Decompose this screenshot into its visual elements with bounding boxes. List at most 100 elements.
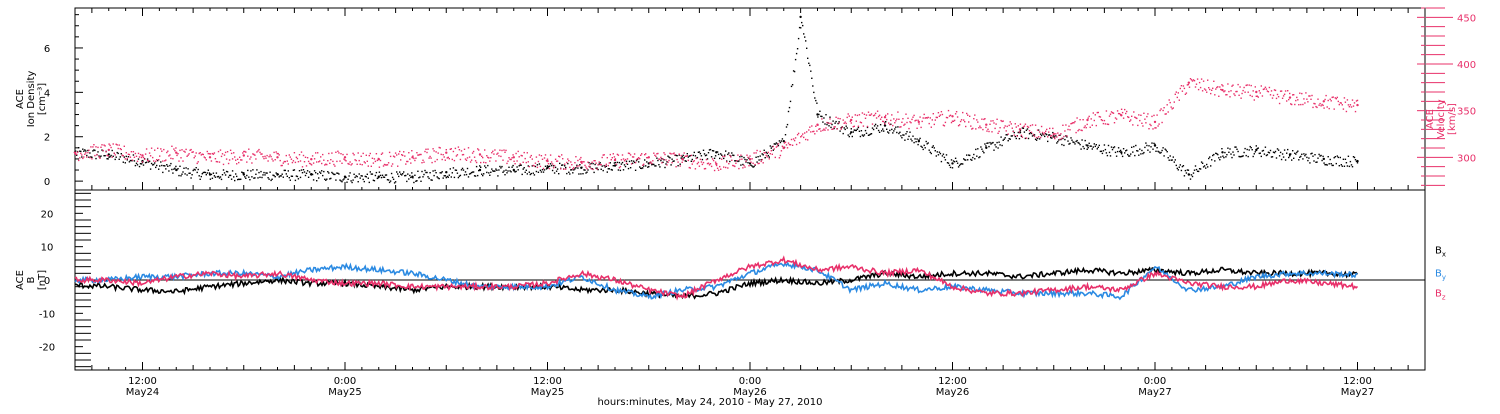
data-point (379, 174, 382, 177)
data-point (136, 160, 139, 162)
data-point (848, 135, 850, 138)
data-point (714, 161, 717, 163)
data-point (1295, 99, 1297, 102)
data-point (368, 181, 370, 184)
data-point (288, 177, 290, 179)
data-point (325, 179, 327, 181)
data-point (1186, 169, 1189, 171)
data-point (384, 164, 387, 166)
data-point (526, 173, 528, 175)
data-point (795, 52, 798, 55)
data-point (1223, 91, 1225, 93)
data-point (1083, 126, 1085, 129)
data-point (576, 165, 578, 168)
data-point (962, 111, 964, 114)
data-point (223, 172, 226, 174)
data-point (1296, 151, 1298, 154)
data-point (1321, 103, 1323, 106)
data-point (856, 114, 859, 117)
data-point (1304, 102, 1306, 104)
data-point (266, 172, 268, 174)
data-point (1023, 125, 1026, 127)
data-point (426, 171, 428, 174)
data-point (256, 169, 258, 171)
data-point (665, 163, 667, 165)
data-point (946, 117, 949, 119)
data-point (973, 153, 975, 156)
data-point (790, 138, 793, 141)
data-point (679, 165, 681, 167)
data-point (347, 178, 349, 180)
data-point (746, 159, 748, 161)
data-point (974, 158, 976, 160)
data-point (1278, 155, 1281, 157)
data-point (272, 174, 274, 176)
data-point (678, 154, 680, 156)
data-point (885, 121, 887, 123)
data-point (717, 153, 720, 156)
data-point (1247, 91, 1249, 93)
data-point (704, 154, 707, 157)
data-point (541, 158, 544, 160)
data-point (198, 152, 200, 155)
data-point (1356, 162, 1359, 164)
data-point (211, 177, 214, 179)
data-point (849, 133, 851, 135)
data-point (146, 158, 149, 160)
data-point (1246, 148, 1248, 151)
data-point (806, 131, 808, 133)
data-point (1298, 104, 1300, 106)
data-point (1047, 140, 1049, 143)
data-point (722, 155, 724, 158)
data-point (904, 139, 906, 141)
data-point (539, 169, 542, 172)
data-point (1261, 150, 1264, 152)
data-point (1030, 132, 1033, 135)
data-point (633, 153, 636, 155)
data-point (1205, 167, 1207, 169)
data-point (1225, 94, 1227, 96)
data-point (225, 158, 228, 160)
data-point (946, 162, 949, 164)
data-point (1055, 133, 1057, 135)
data-point (1085, 144, 1087, 146)
data-point (593, 160, 595, 162)
data-point (1022, 127, 1025, 129)
data-point (803, 33, 805, 35)
data-point (684, 160, 686, 162)
data-point (1205, 89, 1207, 91)
data-point (1086, 148, 1088, 150)
data-point (705, 158, 708, 161)
data-point (452, 150, 455, 153)
data-point (960, 119, 963, 121)
data-point (837, 117, 839, 120)
data-point (1087, 117, 1089, 119)
data-point (315, 152, 317, 154)
data-point (310, 164, 313, 166)
data-point (1348, 165, 1351, 168)
data-point (269, 154, 271, 156)
data-point (569, 166, 571, 169)
data-point (229, 149, 232, 151)
anchor-point (242, 173, 245, 176)
data-point (1283, 93, 1286, 95)
data-point (733, 154, 735, 157)
data-point (778, 157, 781, 159)
data-point (1287, 148, 1289, 151)
data-point (876, 125, 879, 127)
data-point (691, 158, 693, 161)
data-point (290, 158, 293, 160)
data-point (561, 164, 563, 166)
data-point (170, 162, 172, 165)
data-point (955, 111, 958, 113)
data-point (800, 27, 802, 29)
data-point (1333, 108, 1335, 110)
data-point (580, 173, 582, 175)
data-point (174, 150, 176, 152)
data-point (92, 150, 94, 152)
data-point (765, 154, 767, 157)
data-point (397, 165, 399, 167)
data-point (730, 155, 732, 157)
data-point (244, 176, 246, 178)
data-point (530, 172, 532, 175)
